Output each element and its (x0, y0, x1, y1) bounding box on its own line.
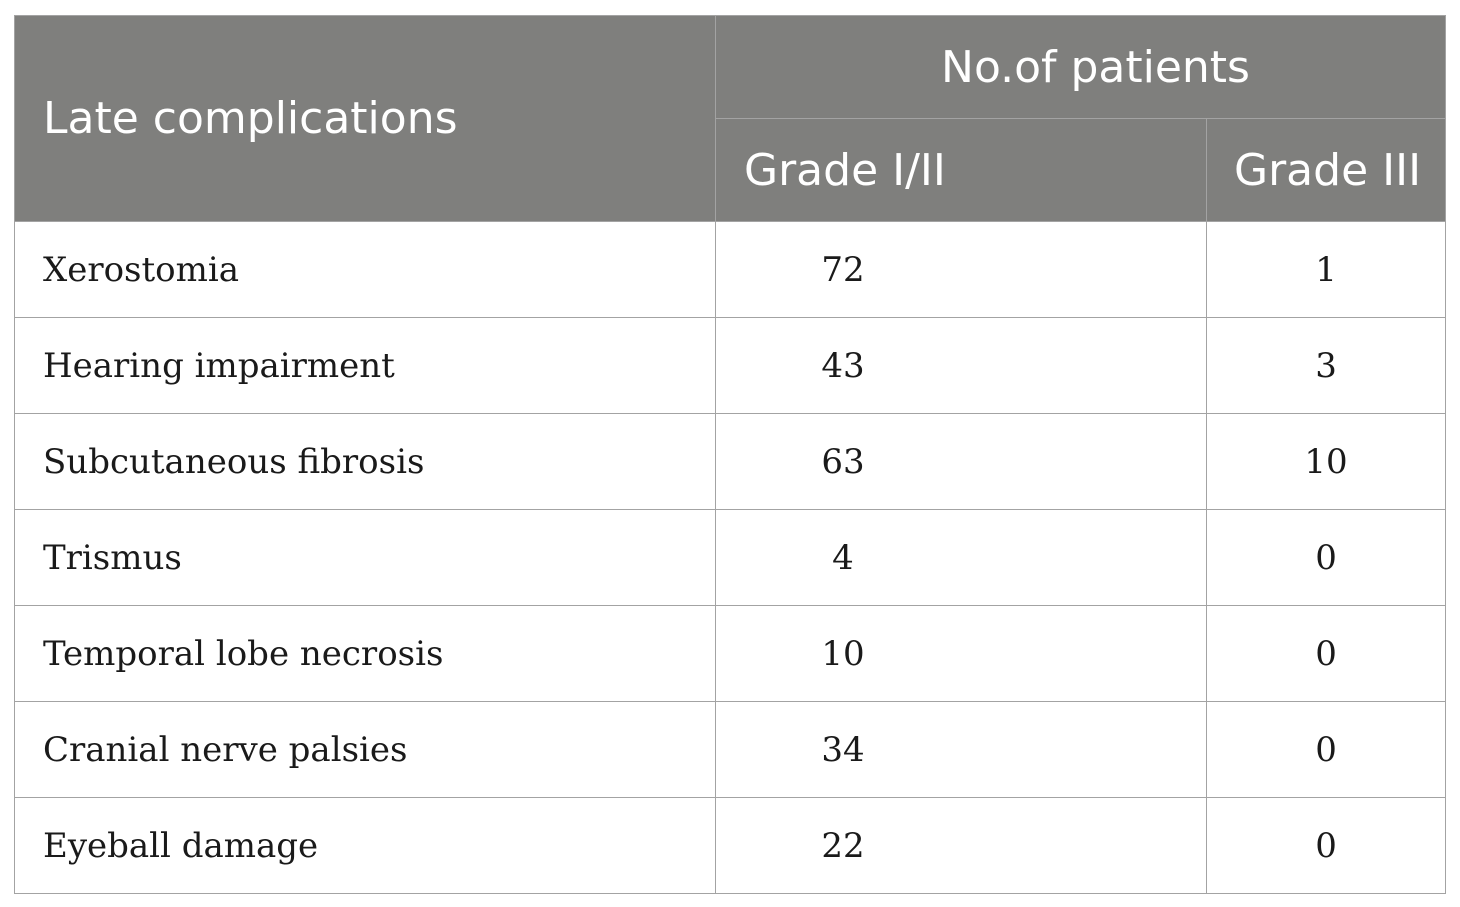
table-row: Eyeball damage 22 0 (14, 797, 1447, 894)
grade-3-count: 0 (1205, 509, 1447, 606)
table-row: Hearing impairment 43 3 (14, 317, 1447, 414)
header-row-bottom: Grade I/II Grade III (15, 118, 1447, 222)
grade-3-count: 10 (1205, 413, 1447, 510)
complication-name: Cranial nerve palsies (14, 701, 716, 798)
grade-1-2-count: 63 (715, 413, 1207, 510)
grade-3-count: 0 (1205, 605, 1447, 702)
table-header: Late complications No.of patients Grade … (14, 15, 1447, 222)
grade-1-2-count: 10 (715, 605, 1207, 702)
header-row-top: Late complications No.of patients (14, 15, 1447, 222)
header-late-complications: Late complications (14, 15, 716, 222)
grade-3-count: 0 (1205, 701, 1447, 798)
grade-1-2-count: 72 (715, 221, 1207, 318)
table-row: Temporal lobe necrosis 10 0 (14, 605, 1447, 702)
table-row: Xerostomia 72 1 (14, 221, 1447, 318)
grade-3-count: 0 (1205, 797, 1447, 894)
table-row: Trismus 4 0 (14, 509, 1447, 606)
complication-name: Xerostomia (14, 221, 716, 318)
header-grade-3: Grade III (1205, 118, 1447, 222)
complication-name: Temporal lobe necrosis (14, 605, 716, 702)
table-row: Cranial nerve palsies 34 0 (14, 701, 1447, 798)
table-row: Subcutaneous fibrosis 63 10 (14, 413, 1447, 510)
grade-3-count: 3 (1205, 317, 1447, 414)
complication-name: Trismus (14, 509, 716, 606)
complication-name: Eyeball damage (14, 797, 716, 894)
complications-table: Late complications No.of patients Grade … (14, 15, 1447, 894)
grade-1-2-count: 4 (715, 509, 1207, 606)
complication-name: Subcutaneous fibrosis (14, 413, 716, 510)
grade-1-2-count: 22 (715, 797, 1207, 894)
grade-1-2-count: 43 (715, 317, 1207, 414)
grade-3-count: 1 (1205, 221, 1447, 318)
header-no-of-patients: No.of patients (714, 15, 1447, 119)
table-body: Xerostomia 72 1 Hearing impairment 43 3 … (14, 221, 1447, 894)
grade-1-2-count: 34 (715, 701, 1207, 798)
complication-name: Hearing impairment (14, 317, 716, 414)
header-grade-1-2: Grade I/II (715, 118, 1207, 222)
